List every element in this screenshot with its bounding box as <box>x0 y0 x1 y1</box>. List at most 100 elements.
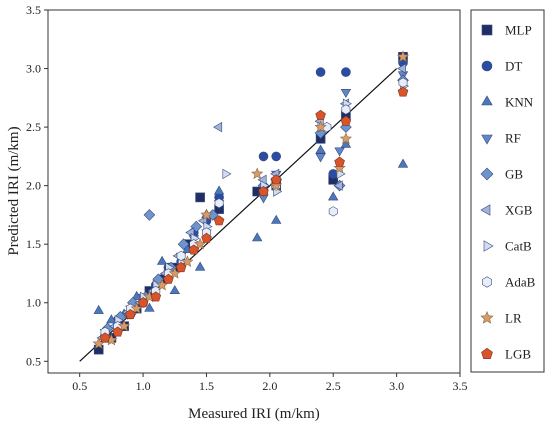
legend: MLP DT KNN RF GB XGB CatB AdaB LR LGB <box>480 23 536 362</box>
point-knn <box>213 185 225 195</box>
point-lr <box>118 319 131 332</box>
point-lgb <box>201 232 212 243</box>
point-lgb <box>340 115 352 126</box>
y-axis-ticks: 0.5 1.0 1.5 2.0 2.5 3.0 3.5 <box>26 3 48 368</box>
point-lgb <box>258 185 269 196</box>
legend-label-lgb: LGB <box>505 347 531 362</box>
y-tick-label: 0.5 <box>26 354 41 368</box>
x-tick-label: 0.5 <box>72 379 87 393</box>
point-xgb <box>333 180 343 191</box>
point-lr <box>339 132 352 144</box>
point-knn <box>315 144 326 154</box>
legend-label-dt: DT <box>505 59 522 74</box>
legend-marker-xgb <box>480 204 491 216</box>
point-knn <box>144 302 155 312</box>
legend-label-rf: RF <box>505 131 521 146</box>
legend-marker-gb <box>480 167 494 181</box>
x-tick-label: 3.5 <box>453 379 468 393</box>
legend-label-lr: LR <box>505 311 522 326</box>
point-lgb <box>315 109 326 120</box>
point-rf <box>334 147 345 157</box>
point-lr <box>314 120 327 133</box>
x-tick-label: 2.0 <box>262 379 277 393</box>
point-lr <box>181 255 194 267</box>
point-lr <box>270 179 283 191</box>
point-dt <box>315 67 326 77</box>
point-rf <box>315 153 326 163</box>
y-tick-label: 2.0 <box>26 179 41 193</box>
point-knn <box>397 158 409 168</box>
legend-label-adab: AdaB <box>505 275 536 290</box>
point-catb <box>222 168 232 180</box>
y-axis-label: Predicted IRI (m/km) <box>6 126 22 255</box>
point-dt <box>258 151 269 162</box>
point-knn <box>194 261 206 271</box>
y-tick-label: 1.5 <box>26 237 41 251</box>
y-tick-label: 2.5 <box>26 120 41 134</box>
legend-label-catb: CatB <box>505 239 532 254</box>
legend-marker-mlp <box>481 24 493 36</box>
point-lgb <box>150 291 162 302</box>
point-adab <box>176 250 186 261</box>
point-adab <box>341 104 351 115</box>
point-adab <box>322 122 332 133</box>
legend-marker-lr <box>480 310 494 324</box>
legend-marker-lgb <box>481 347 493 359</box>
point-gb <box>143 209 156 221</box>
point-lgb <box>397 86 409 97</box>
y-tick-label: 1.0 <box>26 296 41 310</box>
point-lgb <box>137 297 149 308</box>
point-lr <box>333 161 346 174</box>
point-lgb <box>334 156 345 167</box>
point-lgb <box>188 244 200 255</box>
legend-marker-adab <box>482 276 492 288</box>
point-lr <box>200 208 213 221</box>
point-adab <box>328 206 338 217</box>
legend-marker-rf <box>481 134 493 145</box>
x-tick-label: 1.5 <box>199 379 214 393</box>
point-mlp <box>195 192 205 203</box>
point-knn <box>156 255 168 265</box>
point-lr <box>251 167 264 180</box>
point-gb <box>177 238 190 251</box>
point-lgb <box>112 326 123 337</box>
x-tick-label: 2.5 <box>326 379 341 393</box>
legend-label-xgb: XGB <box>505 203 533 218</box>
x-axis-label: Measured IRI (m/km) <box>188 406 320 422</box>
x-tick-label: 1.0 <box>136 379 151 393</box>
point-lgb <box>99 332 111 343</box>
point-knn <box>340 138 352 148</box>
legend-marker-dt <box>481 60 493 72</box>
point-lgb <box>213 215 225 226</box>
point-lgb <box>125 308 136 319</box>
point-dt <box>271 151 282 162</box>
point-knn <box>252 232 263 242</box>
legend-label-mlp: MLP <box>505 23 532 38</box>
legend-marker-knn <box>481 95 493 106</box>
legend-marker-catb <box>483 240 494 252</box>
point-lgb <box>270 174 282 185</box>
point-lgb <box>163 273 174 284</box>
legend-box <box>470 9 545 373</box>
point-dt <box>328 169 339 179</box>
y-tick-label: 3.5 <box>26 3 41 17</box>
point-lr <box>396 50 410 62</box>
point-dt <box>341 67 351 77</box>
x-tick-label: 3.0 <box>389 379 404 393</box>
point-xgb <box>397 63 407 74</box>
data-points-layer <box>92 50 410 355</box>
point-lgb <box>175 262 187 273</box>
x-axis-ticks: 0.5 1.0 1.5 2.0 2.5 3.0 3.5 <box>72 373 468 393</box>
point-knn <box>271 214 282 224</box>
point-knn <box>328 191 339 201</box>
point-adab <box>214 198 224 209</box>
plot-frame <box>47 9 461 374</box>
point-knn <box>169 285 180 295</box>
point-adab <box>398 77 408 88</box>
point-knn <box>93 304 104 314</box>
legend-label-gb: GB <box>505 167 523 182</box>
point-knn <box>106 314 117 324</box>
point-xgb <box>213 121 223 133</box>
legend-label-knn: KNN <box>505 95 534 110</box>
